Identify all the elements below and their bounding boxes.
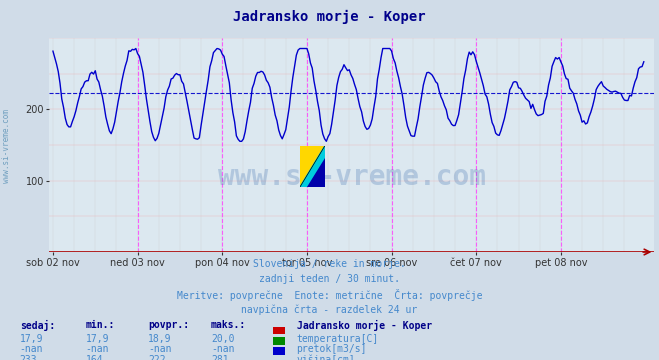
Text: -nan: -nan (20, 344, 43, 354)
Text: maks.:: maks.: (211, 320, 246, 330)
Text: zadnji teden / 30 minut.: zadnji teden / 30 minut. (259, 274, 400, 284)
Text: www.si-vreme.com: www.si-vreme.com (2, 109, 11, 183)
Text: www.si-vreme.com: www.si-vreme.com (218, 163, 486, 191)
Text: 20,0: 20,0 (211, 334, 235, 344)
Text: min.:: min.: (86, 320, 115, 330)
Text: navpična črta - razdelek 24 ur: navpična črta - razdelek 24 ur (241, 305, 418, 315)
Text: 233: 233 (20, 355, 38, 360)
Text: 18,9: 18,9 (148, 334, 172, 344)
Polygon shape (300, 146, 325, 187)
Text: višina[cm]: višina[cm] (297, 355, 355, 360)
Text: 281: 281 (211, 355, 229, 360)
Text: 222: 222 (148, 355, 166, 360)
Text: Jadransko morje - Koper: Jadransko morje - Koper (297, 320, 432, 332)
Polygon shape (300, 146, 325, 187)
Text: -nan: -nan (148, 344, 172, 354)
Text: temperatura[C]: temperatura[C] (297, 334, 379, 344)
Text: -nan: -nan (211, 344, 235, 354)
Text: -nan: -nan (86, 344, 109, 354)
Text: sedaj:: sedaj: (20, 320, 55, 332)
Text: povpr.:: povpr.: (148, 320, 189, 330)
Text: 17,9: 17,9 (20, 334, 43, 344)
Text: 164: 164 (86, 355, 103, 360)
Text: Jadransko morje - Koper: Jadransko morje - Koper (233, 10, 426, 24)
Polygon shape (307, 158, 325, 187)
Text: Slovenija / reke in morje.: Slovenija / reke in morje. (253, 259, 406, 269)
Text: Meritve: povprečne  Enote: metrične  Črta: povprečje: Meritve: povprečne Enote: metrične Črta:… (177, 289, 482, 301)
Text: pretok[m3/s]: pretok[m3/s] (297, 344, 367, 354)
Text: 17,9: 17,9 (86, 334, 109, 344)
